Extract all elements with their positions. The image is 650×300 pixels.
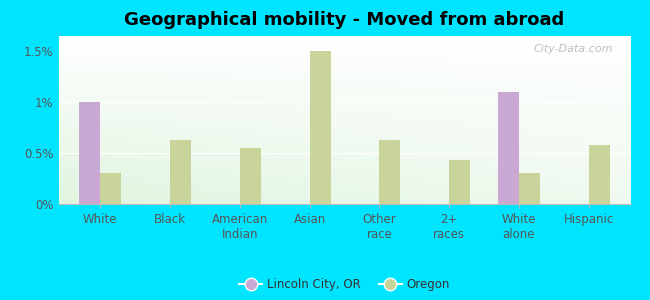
Bar	[498, 92, 519, 204]
Legend: Lincoln City, OR, Oregon: Lincoln City, OR, Oregon	[234, 273, 455, 296]
Text: City-Data.com: City-Data.com	[534, 44, 614, 54]
Bar	[79, 102, 100, 204]
Bar	[589, 145, 610, 204]
Title: Geographical mobility - Moved from abroad: Geographical mobility - Moved from abroa…	[124, 11, 565, 29]
Bar	[449, 160, 470, 204]
Bar	[100, 173, 122, 204]
Bar	[240, 148, 261, 204]
Bar	[170, 140, 191, 204]
Bar	[309, 51, 331, 204]
Bar	[519, 173, 540, 204]
Bar	[380, 140, 400, 204]
